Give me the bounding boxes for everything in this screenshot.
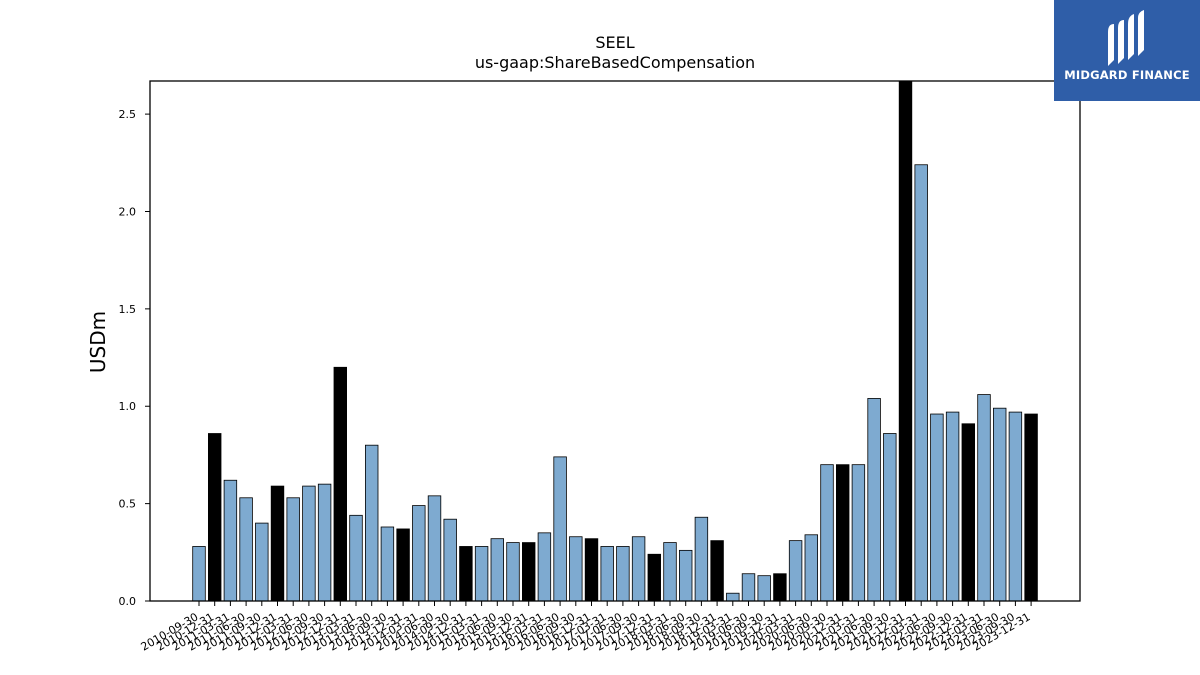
x-axis: 2010-09-302010-12-312011-03-312011-06-30… <box>139 601 1033 654</box>
bar-2020-03-31 <box>788 540 803 602</box>
y-tick-label: 1.5 <box>119 303 137 316</box>
chart-subtitle: us-gaap:ShareBasedCompensation <box>475 53 755 72</box>
bar-2022-12-31 <box>961 423 976 602</box>
bar-2019-06-30 <box>741 573 756 602</box>
bar-2015-09-30 <box>506 542 520 602</box>
bar-2019-12-31 <box>773 573 787 602</box>
bar-2015-12-31 <box>522 542 536 602</box>
y-axis-label: USDm <box>86 311 110 373</box>
bar-2016-03-31 <box>537 532 552 602</box>
bar-2021-12-31 <box>898 80 913 602</box>
bar-2011-12-31 <box>270 485 285 602</box>
bar-2020-06-30 <box>804 534 819 602</box>
bar-2020-12-31 <box>836 464 850 602</box>
bar-2014-03-31 <box>412 505 426 602</box>
bar-2012-03-31 <box>286 497 300 602</box>
bar-2013-06-30 <box>364 444 379 602</box>
bar-2013-03-31 <box>349 514 363 602</box>
bar-2022-06-30 <box>930 413 944 602</box>
bar-2023-03-31 <box>977 394 991 602</box>
bar-2017-12-31 <box>647 553 662 602</box>
bar-2017-03-31 <box>600 546 614 602</box>
plot-frame <box>149 80 1081 602</box>
y-axis: 0.0 0.5 1.0 1.5 2.0 2.5 <box>119 108 150 608</box>
bar-2012-06-30 <box>302 485 316 602</box>
bar-2011-03-31 <box>223 479 238 602</box>
y-tick-label: 0.5 <box>119 498 137 511</box>
bar-2013-09-30 <box>380 526 395 602</box>
bar-2023-12-31 <box>1024 413 1038 602</box>
bar-2010-12-31 <box>207 433 222 602</box>
bar-2015-03-31 <box>474 546 489 602</box>
logo-text: MIDGARD FINANCE <box>1064 68 1190 82</box>
bar-2022-03-31 <box>914 164 928 602</box>
bar-2017-09-30 <box>631 536 646 602</box>
y-tick-label: 1.0 <box>119 400 137 413</box>
midgard-logo-icon <box>1108 10 1144 66</box>
bar-2019-03-31 <box>726 592 740 602</box>
bar-2021-03-31 <box>851 464 866 602</box>
bar-2018-06-30 <box>679 549 693 602</box>
bar-2023-06-30 <box>993 407 1007 602</box>
midgard-finance-logo: MIDGARD FINANCE <box>1054 0 1200 101</box>
bar-2018-09-30 <box>694 516 709 602</box>
bar-2015-06-30 <box>490 538 505 602</box>
bar-2011-09-30 <box>255 522 269 602</box>
bar-2012-09-30 <box>317 483 332 602</box>
bar-2018-12-31 <box>710 540 724 602</box>
bar-2016-06-30 <box>553 456 567 602</box>
y-tick-label: 0.0 <box>119 595 137 608</box>
bar-2016-09-30 <box>569 536 583 602</box>
bar-2010-09-30 <box>192 546 206 602</box>
bar-2021-06-30 <box>867 398 881 602</box>
bar-2023-09-30 <box>1008 411 1023 602</box>
bar-2014-12-31 <box>459 546 473 602</box>
y-tick-label: 2.0 <box>119 205 137 218</box>
bar-2022-09-30 <box>945 411 960 602</box>
bar-2021-09-30 <box>883 433 897 602</box>
bar-2020-09-30 <box>820 464 834 602</box>
bar-2012-12-31 <box>333 366 348 602</box>
bar-2014-09-30 <box>443 518 457 602</box>
bar-2014-06-30 <box>427 495 442 602</box>
bar-2017-06-30 <box>616 546 630 602</box>
bar-2011-06-30 <box>239 497 253 602</box>
bars-group <box>192 80 1038 602</box>
y-tick-label: 2.5 <box>119 108 137 121</box>
bar-2013-12-31 <box>396 528 410 602</box>
bar-2019-09-30 <box>757 575 771 602</box>
chart-title: SEEL <box>595 33 634 52</box>
bar-2018-03-31 <box>663 542 677 602</box>
bar-2016-12-31 <box>584 538 599 602</box>
